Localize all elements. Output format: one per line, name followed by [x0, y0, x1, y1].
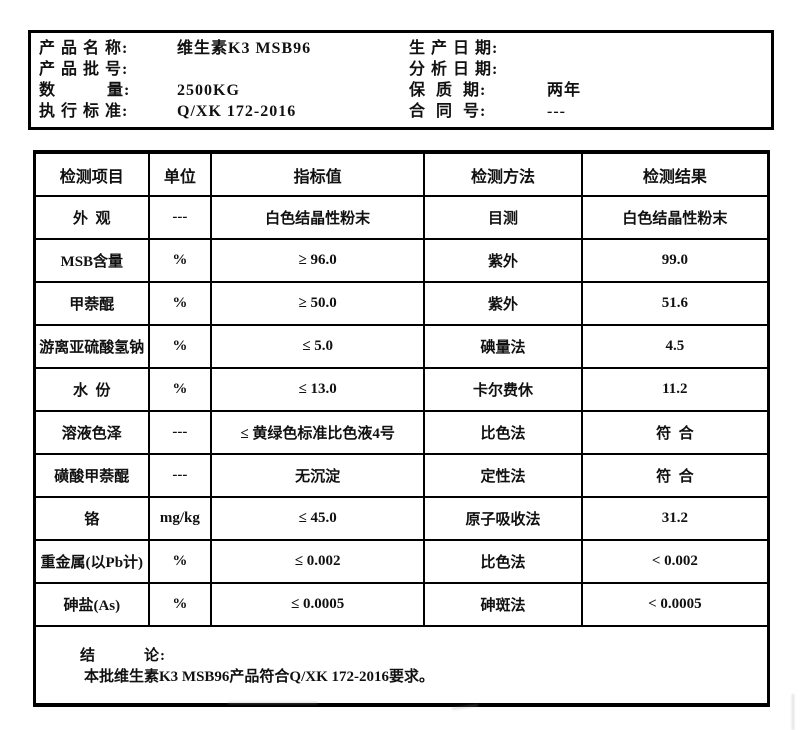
cell-result: 11.2 — [580, 367, 770, 412]
field-value: 2500KG — [177, 82, 240, 99]
cell-unit: % — [147, 367, 213, 412]
cell-result: 4.5 — [580, 324, 770, 369]
cell-result: < 0.002 — [580, 539, 770, 584]
cell-spec: ≤ 13.0 — [210, 367, 426, 412]
inspection-table: 检测项目 单位 指标值 检测方法 检测结果 外 观 --- 白色结晶性粉末 目测… — [33, 150, 770, 707]
cell-method: 碘量法 — [423, 324, 583, 369]
cell-spec: ≤ 0.0005 — [210, 582, 426, 627]
table-header-row: 检测项目 单位 指标值 检测方法 检测结果 — [33, 151, 770, 197]
field-label: 产 品 名 称: — [39, 40, 129, 57]
cell-unit: % — [147, 582, 213, 627]
cell-item: MSB含量 — [33, 238, 150, 283]
field-quantity: 数 量: 2500KG — [39, 80, 393, 101]
cell-result: 99.0 — [580, 238, 770, 283]
cell-item: 铬 — [33, 496, 150, 541]
cell-item: 重金属(以Pb计) — [33, 539, 150, 584]
cell-result: 符 合 — [580, 410, 770, 455]
field-label: 合 同 号: — [409, 103, 487, 120]
field-value: --- — [547, 103, 566, 120]
cell-spec: ≤ 45.0 — [210, 496, 426, 541]
cell-item: 砷盐(As) — [33, 582, 150, 627]
cell-method: 紫外 — [423, 238, 583, 283]
cell-method: 卡尔费休 — [423, 367, 583, 412]
cell-method: 原子吸收法 — [423, 496, 583, 541]
cell-item: 磺酸甲萘醌 — [33, 453, 150, 498]
scan-artifact — [792, 694, 794, 730]
cell-result: 白色结晶性粉末 — [580, 195, 770, 240]
cell-spec: 无沉淀 — [210, 453, 426, 498]
cell-method: 砷斑法 — [423, 582, 583, 627]
table-row: 溶液色泽 --- ≤ 黄绿色标准比色液4号 比色法 符 合 — [33, 410, 770, 455]
field-value: Q/XK 172-2016 — [177, 103, 297, 120]
cell-unit: % — [147, 324, 213, 369]
cell-item: 游离亚硫酸氢钠 — [33, 324, 150, 369]
field-standard: 执 行 标 准: Q/XK 172-2016 — [39, 101, 393, 122]
cell-spec: ≤ 0.002 — [210, 539, 426, 584]
field-analysis-date: 分 析 日 期: — [409, 59, 763, 80]
cell-spec: ≥ 96.0 — [210, 238, 426, 283]
field-label: 分 析 日 期: — [409, 61, 499, 78]
product-info-box: 产 品 名 称: 维生素K3 MSB96 产 品 批 号: 数 量: 2500K… — [28, 30, 774, 130]
field-value — [165, 59, 177, 80]
field-product-name: 产 品 名 称: 维生素K3 MSB96 — [39, 38, 393, 59]
cell-method: 紫外 — [423, 281, 583, 326]
cell-spec: ≥ 50.0 — [210, 281, 426, 326]
table-row: 外 观 --- 白色结晶性粉末 目测 白色结晶性粉末 — [33, 195, 770, 240]
cell-item: 水 份 — [33, 367, 150, 412]
table-row: 水 份 % ≤ 13.0 卡尔费休 11.2 — [33, 367, 770, 412]
cell-result: 符 合 — [580, 453, 770, 498]
column-header-item: 检测项目 — [33, 151, 150, 197]
column-header-result: 检测结果 — [580, 151, 770, 197]
product-info-right-column: 生 产 日 期: 分 析 日 期: 保 质 期: 两年 合 同 号: --- — [401, 37, 771, 122]
cell-unit: % — [147, 238, 213, 283]
conclusion-row: 结 论: 本批维生素K3 MSB96产品符合Q/XK 172-2016要求。 — [33, 625, 770, 706]
cell-method: 定性法 — [423, 453, 583, 498]
cell-spec: ≤ 黄绿色标准比色液4号 — [210, 410, 426, 455]
field-value: 维生素K3 MSB96 — [177, 40, 312, 57]
cell-unit: mg/kg — [147, 496, 213, 541]
cell-unit: --- — [147, 453, 213, 498]
column-header-spec: 指标值 — [210, 151, 426, 197]
field-label: 生 产 日 期: — [409, 40, 499, 57]
column-header-unit: 单位 — [147, 151, 213, 197]
table-row: 重金属(以Pb计) % ≤ 0.002 比色法 < 0.002 — [33, 539, 770, 584]
field-label: 保 质 期: — [409, 82, 487, 99]
cell-item: 外 观 — [33, 195, 150, 240]
table-row: 游离亚硫酸氢钠 % ≤ 5.0 碘量法 4.5 — [33, 324, 770, 369]
field-production-date: 生 产 日 期: — [409, 38, 763, 59]
conclusion-text: 本批维生素K3 MSB96产品符合Q/XK 172-2016要求。 — [84, 669, 435, 685]
cell-spec: ≤ 5.0 — [210, 324, 426, 369]
field-label: 数 量: — [39, 82, 131, 99]
cell-item: 溶液色泽 — [33, 410, 150, 455]
table-row: 砷盐(As) % ≤ 0.0005 砷斑法 < 0.0005 — [33, 582, 770, 627]
cell-method: 目测 — [423, 195, 583, 240]
cell-result: 51.6 — [580, 281, 770, 326]
field-label: 产 品 批 号: — [39, 61, 129, 78]
cell-unit: % — [147, 539, 213, 584]
table-row: 铬 mg/kg ≤ 45.0 原子吸收法 31.2 — [33, 496, 770, 541]
table-row: 磺酸甲萘醌 --- 无沉淀 定性法 符 合 — [33, 453, 770, 498]
field-product-batch: 产 品 批 号: — [39, 59, 393, 80]
field-value — [535, 38, 547, 59]
column-header-method: 检测方法 — [423, 151, 583, 197]
field-value — [535, 59, 547, 80]
cell-item: 甲萘醌 — [33, 281, 150, 326]
conclusion-label: 结 论: — [80, 648, 166, 664]
conclusion-cell: 结 论: 本批维生素K3 MSB96产品符合Q/XK 172-2016要求。 — [33, 625, 770, 706]
product-info-left-column: 产 品 名 称: 维生素K3 MSB96 产 品 批 号: 数 量: 2500K… — [31, 37, 401, 122]
table-row: 甲萘醌 % ≥ 50.0 紫外 51.6 — [33, 281, 770, 326]
field-shelf-life: 保 质 期: 两年 — [409, 80, 763, 101]
cell-method: 比色法 — [423, 539, 583, 584]
cell-result: 31.2 — [580, 496, 770, 541]
cell-unit: % — [147, 281, 213, 326]
cell-unit: --- — [147, 410, 213, 455]
cell-result: < 0.0005 — [580, 582, 770, 627]
cell-spec: 白色结晶性粉末 — [210, 195, 426, 240]
field-value: 两年 — [547, 82, 582, 99]
cell-unit: --- — [147, 195, 213, 240]
table-row: MSB含量 % ≥ 96.0 紫外 99.0 — [33, 238, 770, 283]
cell-method: 比色法 — [423, 410, 583, 455]
field-label: 执 行 标 准: — [39, 103, 129, 120]
field-contract-no: 合 同 号: --- — [409, 101, 763, 122]
